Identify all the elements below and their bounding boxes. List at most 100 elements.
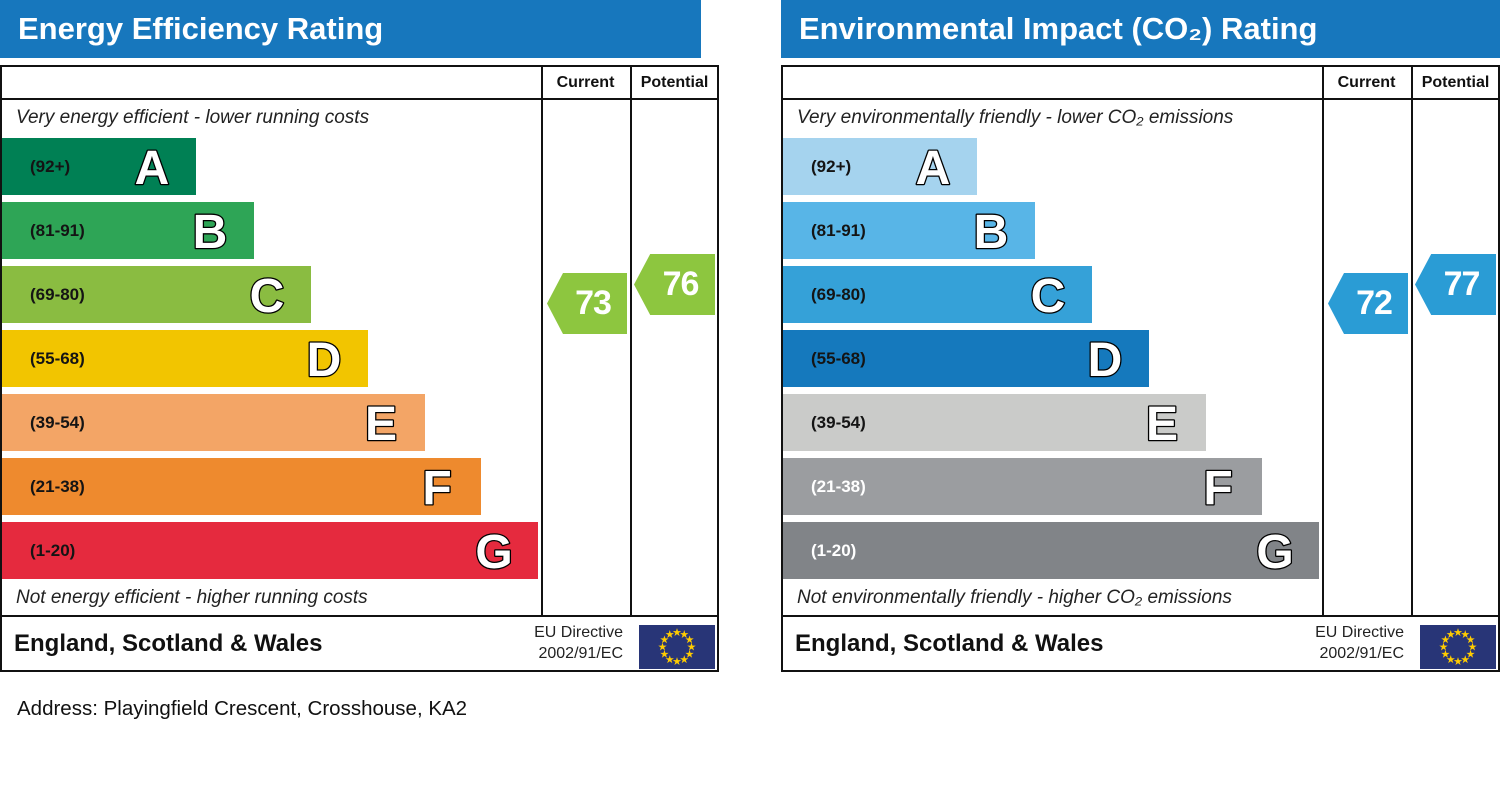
- eu-flag-icon: [1420, 625, 1496, 669]
- band-range-label: (21-38): [811, 477, 866, 496]
- band-letter: F: [1202, 461, 1234, 517]
- svg-text:E: E: [365, 398, 397, 451]
- environmental-impact-panel: Environmental Impact (CO₂) Rating Curren…: [781, 0, 1500, 672]
- current-column-header: Current: [556, 74, 615, 91]
- current-column-header: Current: [1337, 74, 1396, 91]
- svg-text:F: F: [1203, 462, 1232, 515]
- band-row: (55-68) D: [783, 330, 1149, 389]
- svg-text:D: D: [1088, 334, 1123, 387]
- band-letter: D: [1086, 333, 1123, 389]
- band-letter: C: [248, 269, 285, 325]
- band-row: (92+) A: [2, 138, 196, 197]
- potential-rating-value: 76: [662, 265, 700, 303]
- eu-directive-line2: 2002/91/EC: [1319, 644, 1404, 662]
- svg-text:G: G: [475, 526, 512, 579]
- svg-text:B: B: [193, 206, 228, 259]
- eu-directive-line1: EU Directive: [534, 624, 623, 641]
- panel-title-bar: Environmental Impact (CO₂) Rating: [781, 0, 1500, 58]
- band-row: (81-91) B: [2, 202, 254, 261]
- svg-text:A: A: [135, 142, 170, 195]
- band-row: (1-20) G: [2, 522, 538, 581]
- potential-column-header: Potential: [1421, 74, 1490, 91]
- band-row: (21-38) F: [2, 458, 481, 517]
- column-divider: [541, 65, 543, 617]
- band-letter: D: [305, 333, 342, 389]
- band-row: (55-68) D: [2, 330, 368, 389]
- band-range-label: (92+): [30, 157, 71, 176]
- panel-title-bar: Energy Efficiency Rating: [0, 0, 701, 58]
- band-letter: E: [364, 397, 399, 453]
- column-divider: [1411, 65, 1413, 617]
- row-divider: [0, 98, 719, 100]
- band-range-label: (81-91): [30, 221, 85, 240]
- band-letter: A: [133, 141, 170, 197]
- svg-text:A: A: [916, 142, 951, 195]
- region-label: England, Scotland & Wales: [14, 630, 323, 657]
- band-row: (39-54) E: [783, 394, 1206, 453]
- column-divider: [630, 65, 632, 617]
- current-rating-arrow: 73: [547, 273, 627, 334]
- svg-text:F: F: [422, 462, 451, 515]
- panel-title: Energy Efficiency Rating: [18, 11, 384, 46]
- top-note: Very energy efficient - lower running co…: [16, 107, 370, 128]
- row-divider: [0, 615, 719, 617]
- current-rating-arrow: 72: [1328, 273, 1408, 334]
- band-range-label: (39-54): [811, 413, 866, 432]
- band-range-label: (55-68): [811, 349, 866, 368]
- svg-text:C: C: [1031, 270, 1066, 323]
- band-letter: G: [1255, 525, 1295, 581]
- potential-rating-value: 77: [1443, 265, 1481, 303]
- eu-flag-icon: [639, 625, 715, 669]
- address-text: Address: Playingfield Crescent, Crosshou…: [17, 697, 468, 720]
- band-range-label: (81-91): [811, 221, 866, 240]
- panel-title: Environmental Impact (CO₂) Rating: [799, 11, 1318, 46]
- potential-column-header: Potential: [640, 74, 709, 91]
- column-divider: [1322, 65, 1324, 617]
- band-row: (1-20) G: [783, 522, 1319, 581]
- top-note: Very environmentally friendly - lower CO…: [797, 107, 1234, 128]
- row-divider: [781, 98, 1500, 100]
- svg-text:D: D: [307, 334, 342, 387]
- band-range-label: (39-54): [30, 413, 85, 432]
- rating-table-frame: [0, 65, 719, 672]
- eu-directive-label: EU Directive 2002/91/EC: [534, 623, 623, 665]
- band-range-label: (92+): [811, 157, 852, 176]
- svg-text:G: G: [1256, 526, 1293, 579]
- band-letter: G: [474, 525, 514, 581]
- band-row: (21-38) F: [783, 458, 1262, 517]
- rating-table-frame: [781, 65, 1500, 672]
- bottom-note: Not energy efficient - higher running co…: [16, 587, 368, 608]
- current-rating-value: 73: [575, 284, 612, 322]
- potential-rating-arrow: 76: [634, 254, 715, 315]
- current-rating-value: 72: [1356, 284, 1393, 322]
- energy-efficiency-panel: Energy Efficiency Rating Current Potenti…: [0, 0, 719, 672]
- band-range-label: (1-20): [30, 541, 76, 560]
- region-label: England, Scotland & Wales: [795, 630, 1104, 657]
- svg-text:C: C: [250, 270, 285, 323]
- potential-rating-arrow: 77: [1415, 254, 1496, 315]
- band-range-label: (69-80): [811, 285, 866, 304]
- band-row: (39-54) E: [2, 394, 425, 453]
- band-letter: B: [972, 205, 1009, 261]
- band-row: (81-91) B: [783, 202, 1035, 261]
- band-range-label: (1-20): [811, 541, 857, 560]
- svg-text:E: E: [1146, 398, 1178, 451]
- eu-directive-line1: EU Directive: [1315, 624, 1404, 641]
- band-row: (92+) A: [783, 138, 977, 197]
- svg-text:B: B: [974, 206, 1009, 259]
- bottom-note: Not environmentally friendly - higher CO…: [797, 587, 1232, 608]
- eu-directive-label: EU Directive 2002/91/EC: [1315, 623, 1404, 665]
- band-range-label: (55-68): [30, 349, 85, 368]
- band-letter: F: [421, 461, 453, 517]
- band-letter: E: [1145, 397, 1180, 453]
- band-letter: A: [914, 141, 951, 197]
- band-range-label: (69-80): [30, 285, 85, 304]
- band-letter: B: [191, 205, 228, 261]
- band-letter: C: [1029, 269, 1066, 325]
- band-range-label: (21-38): [30, 477, 85, 496]
- band-row: (69-80) C: [783, 266, 1092, 325]
- row-divider: [781, 615, 1500, 617]
- eu-directive-line2: 2002/91/EC: [538, 644, 623, 662]
- band-row: (69-80) C: [2, 266, 311, 325]
